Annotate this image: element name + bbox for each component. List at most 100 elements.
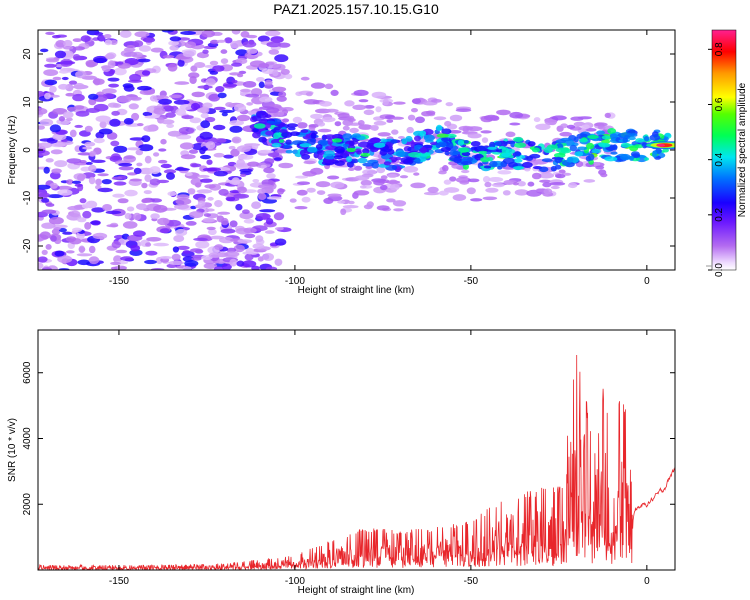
spectrogram-blob bbox=[375, 106, 382, 113]
spectrogram-blob bbox=[124, 189, 138, 197]
spectrogram-blob bbox=[419, 146, 427, 154]
spectrogram-blob bbox=[45, 244, 52, 250]
spectrogram-blob bbox=[327, 193, 342, 198]
spectrogram-blob bbox=[159, 228, 170, 234]
spectrogram-blob bbox=[200, 178, 213, 183]
spectrogram-blob bbox=[527, 141, 536, 147]
spectrogram-blob bbox=[277, 111, 285, 117]
spectrogram-blob bbox=[274, 258, 283, 266]
spectrogram-blob bbox=[239, 168, 253, 173]
spectrogram-blob bbox=[77, 217, 87, 223]
spectrogram-ylabel: Frequency (Hz) bbox=[7, 116, 18, 185]
snr-background bbox=[38, 330, 675, 570]
spectrogram-blob bbox=[470, 141, 481, 147]
spectrogram-blob bbox=[598, 142, 611, 148]
spectrogram-blob bbox=[299, 143, 312, 148]
spectrogram-blob bbox=[212, 65, 225, 72]
spectrogram-blob bbox=[235, 203, 243, 211]
spectrogram-blob bbox=[196, 189, 213, 194]
spectrogram-blob bbox=[497, 170, 512, 175]
spectrogram-blob bbox=[69, 129, 77, 138]
spectrogram-blob bbox=[73, 82, 85, 90]
spectrogram-blob bbox=[189, 117, 202, 124]
spectrogram-blob bbox=[168, 260, 185, 266]
spectrogram-blob bbox=[610, 151, 618, 155]
spectrogram-blob bbox=[168, 40, 180, 46]
spectrogram-blob bbox=[81, 203, 91, 209]
spectrogram-blob bbox=[376, 205, 390, 211]
snr-ylabel: SNR (10 * v/v) bbox=[7, 418, 18, 482]
spectrogram-blob bbox=[466, 126, 483, 132]
spectrogram-blob bbox=[257, 35, 270, 43]
spectrogram-blob bbox=[40, 48, 49, 53]
spectrogram-blob bbox=[95, 184, 102, 190]
spectrogram-blob bbox=[369, 137, 381, 143]
spectrogram-blob bbox=[75, 110, 90, 117]
spectrogram-blob bbox=[54, 250, 65, 257]
spectrogram-blob bbox=[182, 50, 195, 58]
spectrogram-blob bbox=[107, 77, 120, 82]
spectrogram-blob bbox=[205, 78, 216, 86]
spectrogram-blob bbox=[491, 183, 505, 188]
spectrogram-blob bbox=[167, 130, 182, 137]
spectrogram-blob bbox=[52, 108, 68, 115]
spectrogram-blob bbox=[88, 164, 97, 172]
spectrogram-blob bbox=[501, 152, 512, 158]
spectrogram-blob bbox=[321, 116, 336, 123]
spectrogram-blob bbox=[405, 135, 413, 142]
spectrogram-blob bbox=[533, 117, 541, 123]
spectrogram-blob bbox=[45, 31, 55, 35]
spectrogram-blob bbox=[371, 161, 380, 169]
spectrogram-blob bbox=[146, 237, 162, 242]
snr-ytick-label: 4000 bbox=[22, 427, 33, 450]
spectrogram-blob bbox=[489, 141, 496, 149]
spectrogram-blob bbox=[175, 108, 187, 116]
spectrogram-blob bbox=[221, 263, 232, 270]
spectrogram-blob bbox=[191, 91, 205, 98]
spectrogram-blob bbox=[357, 120, 365, 126]
spectrogram-blob bbox=[214, 138, 227, 143]
spectrogram-blob bbox=[197, 107, 209, 113]
spectrogram-blob bbox=[145, 250, 158, 256]
spectrogram-blob bbox=[334, 121, 342, 127]
spectrogram-blob bbox=[362, 162, 374, 167]
spectrogram-blob bbox=[387, 173, 398, 178]
spectrogram-blob bbox=[38, 142, 53, 149]
spectrogram-blob bbox=[233, 103, 247, 112]
spectrogram-blob bbox=[143, 125, 157, 132]
spectrogram-blob bbox=[455, 108, 472, 112]
spectrogram-blob bbox=[185, 172, 193, 177]
spectrogram-blob bbox=[352, 104, 367, 111]
spectrogram-blob bbox=[126, 45, 135, 48]
spectrogram-blob bbox=[377, 132, 391, 137]
spectrogram-blob bbox=[41, 198, 50, 203]
snr-x-ticks: -150 -100 -50 0 bbox=[109, 330, 650, 587]
spectrogram-blob bbox=[214, 200, 223, 208]
spectrogram-blob bbox=[264, 230, 275, 234]
spectrogram-blob bbox=[255, 235, 264, 243]
spectrogram-blob bbox=[484, 181, 492, 188]
spectrogram-blob bbox=[242, 41, 257, 48]
spectrogram-blob bbox=[441, 137, 451, 143]
spectrogram-blob bbox=[225, 196, 236, 202]
spectrogram-blob bbox=[228, 145, 236, 150]
spectrogram-blob bbox=[505, 148, 516, 154]
spectrogram-blob bbox=[349, 140, 355, 147]
spectrogram-blob bbox=[213, 152, 225, 158]
spectrogram-blob bbox=[229, 258, 238, 267]
spectrogram-blob bbox=[231, 30, 241, 35]
spectrogram-y-ticks: -20 -10 0 10 20 bbox=[22, 48, 675, 253]
spectrogram-blob bbox=[120, 49, 135, 58]
spectrogram-blob bbox=[141, 199, 153, 203]
spectrogram-blob bbox=[161, 30, 174, 33]
spectrogram-blob bbox=[482, 176, 491, 183]
spectrogram-blob bbox=[388, 179, 399, 185]
spectrogram-blob bbox=[72, 38, 82, 42]
spectrogram-blob bbox=[438, 170, 447, 175]
spectrogram-blob bbox=[69, 210, 81, 218]
spectrogram-blob bbox=[97, 173, 109, 177]
spectrogram-blob bbox=[620, 142, 631, 148]
spectrogram-blob bbox=[166, 172, 175, 180]
spectrogram-blob bbox=[569, 144, 577, 152]
spectrogram-blob bbox=[278, 42, 291, 48]
